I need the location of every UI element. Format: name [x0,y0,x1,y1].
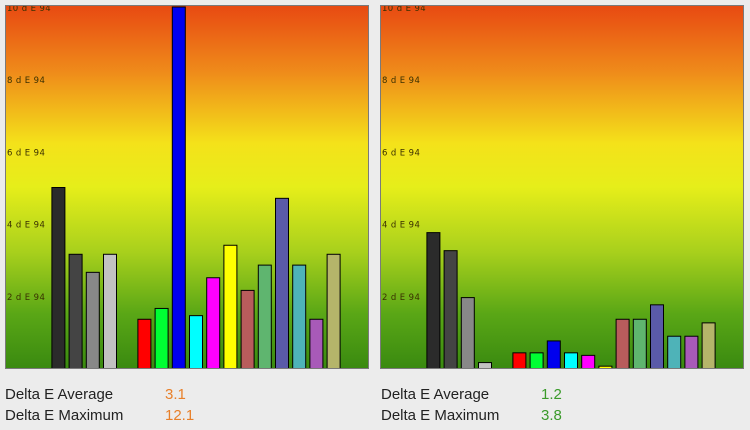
y-tick-label: 4 d E 94 [7,221,45,231]
bar [529,352,544,368]
bar [650,304,664,368]
bar [478,362,492,368]
bar [51,187,66,368]
bar [701,322,716,368]
average-value-right: 1.2 [541,386,562,403]
delta-e-chart-left: 2 d E 94 4 d E 94 6 d E 94 8 d E 94 10 d E 9… [5,5,369,369]
y-tick-label: 6 d E 94 [382,148,420,158]
y-tick-label: 4 d E 94 [382,221,420,231]
bar [240,289,255,368]
y-tick-label: 10 d E 94 [382,6,426,14]
bar [154,307,169,368]
bar [667,335,682,368]
y-tick-label: 2 d E 94 [382,293,420,303]
bar [598,365,613,368]
bar [85,271,100,368]
maximum-row-right: Delta E Maximum 3.8 [381,405,562,426]
bar [137,318,152,368]
y-tick-label: 8 d E 94 [382,76,420,86]
bar [684,335,699,368]
bar [309,318,324,368]
bar [257,264,272,368]
bar [443,250,458,368]
y-tick-label: 10 d E 94 [7,6,51,14]
average-label-left: Delta E Average [5,386,114,403]
bar [68,253,83,368]
stats-right: Delta E Average 1.2 Delta E Maximum 3.8 [381,384,562,426]
delta-e-chart-right: 2 d E 94 4 d E 94 6 d E 94 8 d E 94 10 d E 9… [380,5,744,369]
chart-left-svg: 2 d E 94 4 d E 94 6 d E 94 8 d E 94 10 d E 9… [6,6,368,368]
chart-background [6,6,368,368]
bar [275,197,289,368]
maximum-label-right: Delta E Maximum [381,407,500,424]
maximum-label-left: Delta E Maximum [5,407,124,424]
maximum-value-left: 12.1 [165,407,195,424]
y-tick-label: 2 d E 94 [7,293,45,303]
average-value-left: 3.1 [165,386,186,403]
bar [171,6,186,368]
bar [615,318,630,368]
bar [189,315,203,368]
y-tick-label: 6 d E 94 [7,148,45,158]
chart-right-svg: 2 d E 94 4 d E 94 6 d E 94 8 d E 94 10 d E 9… [381,6,743,368]
bar [564,352,578,368]
bar [460,297,475,368]
stats-left: Delta E Average 3.1 Delta E Maximum 12.1 [5,384,194,426]
average-row-left: Delta E Average 3.1 [5,384,194,405]
bar [103,253,117,368]
bar [223,244,238,368]
maximum-row-left: Delta E Maximum 12.1 [5,405,194,426]
bar [292,264,307,368]
bar [512,352,527,368]
bar [632,318,647,368]
average-label-right: Delta E Average [381,386,490,403]
chart-background [381,6,743,368]
maximum-value-right: 3.8 [541,407,562,424]
y-tick-label: 8 d E 94 [7,76,45,86]
bar [206,277,221,368]
bar [326,253,341,368]
bar [546,340,561,368]
bar [581,354,596,368]
bar [426,232,441,368]
average-row-right: Delta E Average 1.2 [381,384,562,405]
